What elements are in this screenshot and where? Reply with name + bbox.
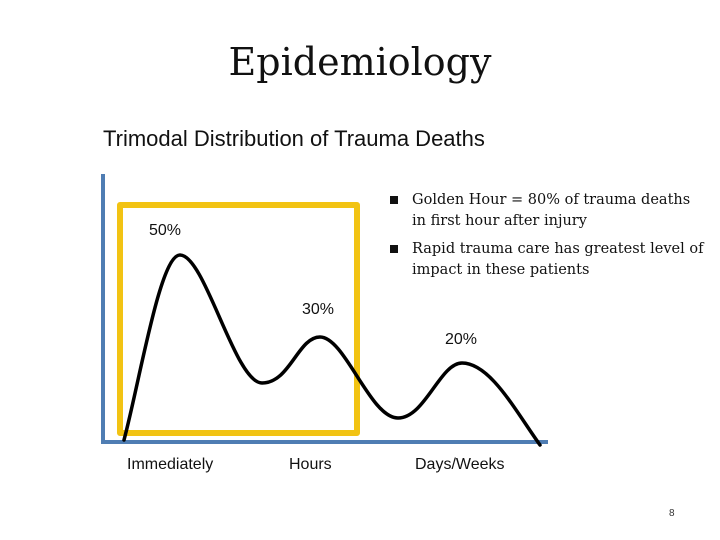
x-label-hours: Hours	[289, 456, 332, 473]
bullet-item: Golden Hour = 80% of trauma deaths in fi…	[388, 190, 708, 232]
bullet-square-icon	[390, 245, 398, 253]
slide-subtitle: Trimodal Distribution of Trauma Deaths	[103, 126, 485, 151]
peak-label-days: 20%	[445, 331, 478, 348]
peak-label-hours: 30%	[302, 301, 335, 318]
x-label-immediately: Immediately	[127, 456, 214, 473]
bullet-square-icon	[390, 196, 398, 204]
x-label-days-weeks: Days/Weeks	[415, 456, 505, 473]
bullet-text: Golden Hour = 80% of trauma deaths in fi…	[412, 192, 691, 229]
slide-title: Epidemiology	[228, 40, 492, 84]
bullet-text: Rapid trauma care has greatest level of …	[412, 241, 704, 278]
page-number: 8	[669, 508, 675, 519]
bullet-list: Golden Hour = 80% of trauma deaths in fi…	[388, 190, 708, 288]
peak-label-immediate: 50%	[149, 222, 182, 239]
golden-hour-box	[117, 202, 360, 436]
trimodal-curve	[122, 253, 542, 447]
bullet-item: Rapid trauma care has greatest level of …	[388, 239, 708, 281]
